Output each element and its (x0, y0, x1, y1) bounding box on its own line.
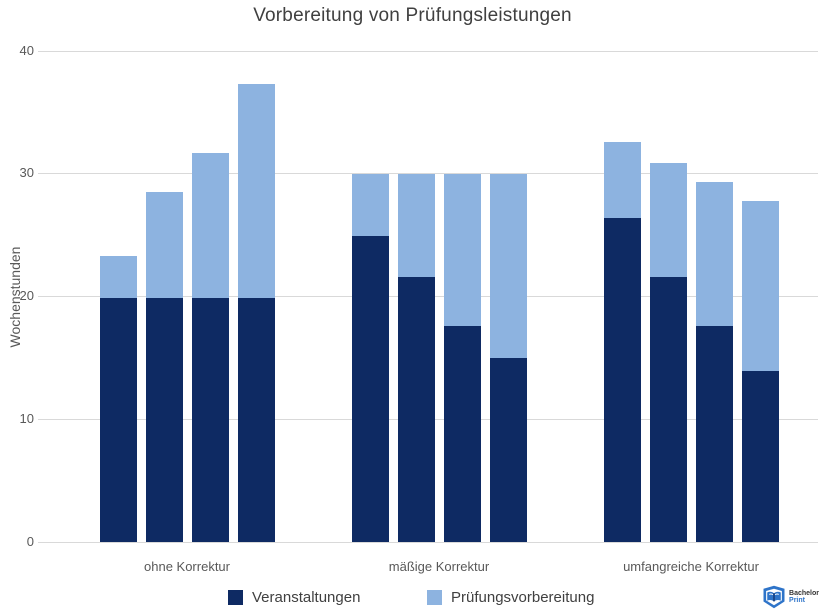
bar-veranstaltungen-ohne-korrektur-1 (99, 297, 137, 542)
bar-pr-fungsvorbereitung-m-ige-korrektur-3 (443, 173, 481, 326)
y-tick-label-10: 10 (19, 411, 34, 426)
bar-pr-fungsvorbereitung-ohne-korrektur-2 (145, 192, 183, 298)
bar-veranstaltungen-m-ige-korrektur-1 (351, 236, 389, 542)
x-axis-label-umfangreiche-korrektur: umfangreiche Korrektur (623, 559, 759, 574)
x-axis-label-ohne-korrektur: ohne Korrektur (144, 559, 230, 574)
bar-veranstaltungen-m-ige-korrektur-2 (397, 276, 435, 542)
x-axis-label-m-ige-korrektur: mäßige Korrektur (388, 559, 490, 574)
legend-item-pr-fungsvorbereitung: Prüfungsvorbereitung (427, 589, 594, 606)
bar-veranstaltungen-umfangreiche-korrektur-4 (741, 371, 779, 542)
bar-veranstaltungen-umfangreiche-korrektur-3 (695, 325, 733, 542)
bar-pr-fungsvorbereitung-m-ige-korrektur-4 (489, 173, 527, 358)
bar-pr-fungsvorbereitung-m-ige-korrektur-2 (397, 173, 435, 277)
bar-veranstaltungen-m-ige-korrektur-3 (443, 325, 481, 542)
bar-pr-fungsvorbereitung-umfangreiche-korrektur-2 (649, 162, 687, 277)
bar-pr-fungsvorbereitung-ohne-korrektur-4 (237, 84, 275, 298)
legend-label-pr-fungsvorbereitung: Prüfungsvorbereitung (451, 589, 595, 606)
bar-veranstaltungen-umfangreiche-korrektur-2 (649, 276, 687, 542)
gridline-y-30 (38, 173, 818, 174)
bar-veranstaltungen-umfangreiche-korrektur-1 (603, 217, 641, 542)
bar-pr-fungsvorbereitung-umfangreiche-korrektur-1 (603, 141, 641, 218)
bar-pr-fungsvorbereitung-m-ige-korrektur-1 (351, 173, 389, 237)
logo-text-top: Bachelor (789, 590, 819, 597)
bar-pr-fungsvorbereitung-umfangreiche-korrektur-4 (741, 200, 779, 372)
bar-veranstaltungen-ohne-korrektur-2 (145, 297, 183, 542)
legend-item-veranstaltungen: Veranstaltungen (228, 589, 360, 606)
logo-text: Bachelor Print (789, 590, 819, 604)
y-tick-label-40: 40 (19, 43, 34, 58)
chart-title: Vorbereitung von Prüfungsleistungen (253, 5, 572, 26)
legend-label-veranstaltungen: Veranstaltungen (252, 589, 361, 606)
bar-veranstaltungen-ohne-korrektur-3 (191, 297, 229, 542)
bachelorprint-logo-icon (763, 585, 785, 609)
legend-swatch-veranstaltungen (228, 590, 243, 605)
bar-veranstaltungen-ohne-korrektur-4 (237, 297, 275, 542)
y-tick-label-30: 30 (19, 165, 34, 180)
gridline-y-40 (38, 51, 818, 52)
legend-swatch-pr-fungsvorbereitung (427, 590, 442, 605)
bar-pr-fungsvorbereitung-umfangreiche-korrektur-3 (695, 182, 733, 326)
bar-pr-fungsvorbereitung-ohne-korrektur-3 (191, 152, 229, 298)
bar-veranstaltungen-m-ige-korrektur-4 (489, 357, 527, 542)
gridline-y-0 (38, 542, 818, 543)
logo-text-bottom: Print (789, 597, 805, 604)
y-tick-label-0: 0 (26, 534, 34, 549)
brand-logo: Bachelor Print (762, 585, 819, 609)
y-tick-label-20: 20 (19, 288, 34, 303)
bar-pr-fungsvorbereitung-ohne-korrektur-1 (99, 255, 137, 298)
